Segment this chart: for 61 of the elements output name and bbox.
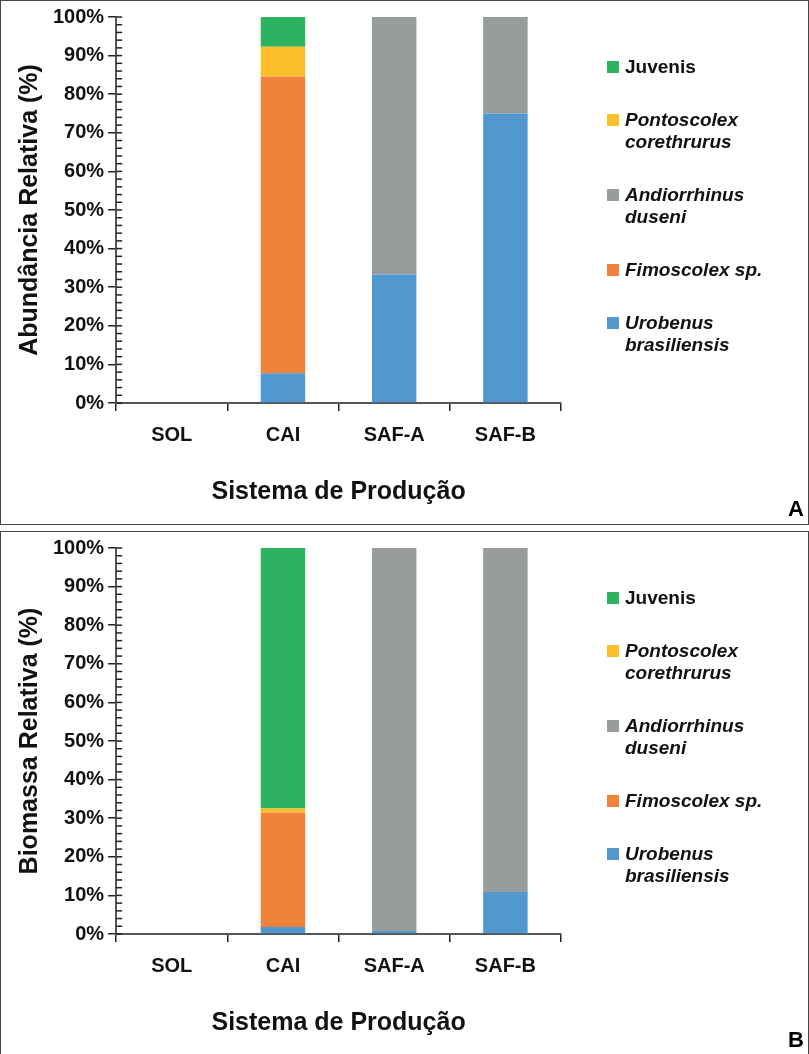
x-tick-label: SAF-B	[474, 422, 536, 445]
y-tick-label: 100%	[53, 4, 105, 27]
y-tick-label: 100%	[53, 535, 105, 558]
y-tick-label: 50%	[64, 197, 105, 220]
bar	[260, 373, 306, 403]
x-tick-label: CAI	[265, 953, 301, 976]
y-tick-label: 40%	[64, 767, 105, 790]
x-tick-label: SOL	[151, 953, 193, 976]
bar	[483, 548, 528, 892]
x-tick-label: SAF-B	[474, 953, 536, 976]
legend-label: Fimoscolex sp.	[625, 258, 763, 281]
bar	[260, 76, 306, 374]
bar	[371, 17, 417, 275]
bar	[260, 17, 306, 47]
bar	[260, 808, 306, 813]
y-tick-label: 30%	[64, 274, 105, 297]
x-tick-label: CAI	[265, 422, 301, 445]
y-tick-label: 20%	[64, 844, 105, 867]
y-tick-label: 0%	[75, 390, 105, 413]
x-tick-label: SAF-A	[363, 422, 425, 445]
text: B	[788, 1027, 804, 1053]
y-tick-label: 20%	[64, 313, 105, 336]
bar	[483, 891, 528, 934]
y-tick-label: 80%	[64, 612, 105, 635]
legend-label: Urobenus brasiliensis	[625, 842, 731, 887]
y-tick-label: 0%	[75, 921, 105, 944]
legend-label: Juvenis	[625, 56, 696, 79]
x-tick-label: SAF-A	[363, 953, 425, 976]
bar	[371, 548, 417, 931]
y-tick-label: 30%	[64, 805, 105, 828]
y-tick-label: 60%	[64, 158, 105, 181]
x-axis-title: Sistema de Produção	[211, 1006, 466, 1035]
y-tick-label: 10%	[64, 882, 105, 905]
legend-label: Andiorrhinus duseni	[625, 183, 746, 228]
legend-label: Pontoscolex corethrurus	[625, 640, 740, 685]
legend-label: Fimoscolex sp.	[625, 789, 763, 812]
legend-label: Pontoscolex corethrurus	[625, 109, 740, 154]
y-axis-title: Abundância Relativa (%)	[13, 64, 42, 356]
x-axis-title: Sistema de Produção	[211, 475, 466, 504]
legend-label: Juvenis	[625, 587, 696, 610]
bar	[483, 17, 528, 114]
y-axis-title: Biomassa Relativa (%)	[13, 607, 42, 875]
y-tick-label: 50%	[64, 728, 105, 751]
y-tick-label: 70%	[64, 120, 105, 143]
legend-label: Andiorrhinus duseni	[625, 714, 746, 759]
bar	[483, 113, 528, 403]
text: A	[788, 496, 804, 522]
x-tick-label: SOL	[151, 422, 193, 445]
y-tick-label: 60%	[64, 689, 105, 712]
y-tick-label: 40%	[64, 236, 105, 259]
y-tick-label: 10%	[64, 351, 105, 374]
bar	[260, 46, 306, 77]
y-tick-label: 70%	[64, 651, 105, 674]
bar	[371, 274, 417, 403]
y-tick-label: 80%	[64, 81, 105, 104]
y-tick-label: 90%	[64, 43, 105, 66]
legend-label: Urobenus brasiliensis	[625, 311, 731, 356]
bar	[260, 548, 306, 809]
bar	[260, 812, 306, 928]
y-tick-label: 90%	[64, 574, 105, 597]
bar	[260, 927, 306, 934]
